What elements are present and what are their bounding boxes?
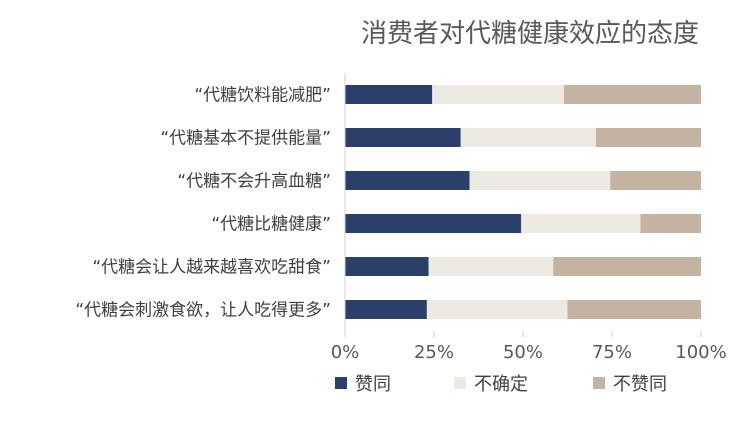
x-tick-label: 50% bbox=[503, 342, 543, 363]
bar-segment-agree bbox=[345, 85, 433, 104]
bar-segment-disagree bbox=[640, 214, 701, 233]
category-label: “代糖比糖健康” bbox=[211, 215, 331, 235]
category-label: “代糖会刺激食欲，让人吃得更多” bbox=[75, 301, 331, 321]
legend: 赞同 不确定 不赞同 bbox=[335, 374, 667, 395]
bar-segment-unsure bbox=[469, 171, 611, 190]
legend-label: 不赞同 bbox=[613, 374, 667, 395]
bar-segment-agree bbox=[345, 257, 429, 276]
legend-item: 不确定 bbox=[454, 374, 528, 395]
category-label: “代糖基本不提供能量” bbox=[160, 129, 331, 149]
bar-segment-disagree bbox=[610, 171, 701, 190]
chart-title: 消费者对代糖健康效应的态度 bbox=[361, 19, 699, 49]
legend-label: 不确定 bbox=[474, 374, 528, 395]
x-axis: 0% 25% 50% 75% 100% bbox=[331, 73, 727, 363]
bar-segment-unsure bbox=[426, 300, 568, 319]
bar-segment-unsure bbox=[428, 257, 554, 276]
x-tick-label: 100% bbox=[675, 342, 726, 363]
bar-segment-agree bbox=[345, 171, 470, 190]
bar-segment-disagree bbox=[553, 257, 701, 276]
bar-segment-agree bbox=[345, 300, 427, 319]
bar-segment-agree bbox=[345, 128, 461, 147]
legend-item: 不赞同 bbox=[593, 374, 667, 395]
legend-swatch bbox=[454, 377, 466, 389]
plot-area: “代糖饮料能减肥” “代糖基本不提供能量” “代糖不会升高血糖” “代糖比糖健康” “代… bbox=[75, 85, 701, 321]
bar-segment-disagree bbox=[563, 85, 701, 104]
bar-segment-unsure bbox=[432, 85, 564, 104]
bar-segment-unsure bbox=[521, 214, 641, 233]
bar-segment-unsure bbox=[460, 128, 596, 147]
legend-swatch bbox=[593, 377, 605, 389]
bar-segment-agree bbox=[345, 214, 522, 233]
x-tick-label: 75% bbox=[592, 342, 632, 363]
bar-segment-disagree bbox=[567, 300, 701, 319]
category-label: “代糖不会升高血糖” bbox=[177, 172, 331, 192]
category-label: “代糖饮料能减肥” bbox=[194, 86, 331, 106]
x-tick-label: 25% bbox=[414, 342, 454, 363]
legend-swatch bbox=[335, 377, 347, 389]
x-tick-label: 0% bbox=[331, 342, 360, 363]
legend-item: 赞同 bbox=[335, 374, 391, 395]
category-label: “代糖会让人越来越喜欢吃甜食” bbox=[92, 258, 331, 278]
legend-label: 赞同 bbox=[355, 374, 391, 395]
bar-segment-disagree bbox=[595, 128, 701, 147]
